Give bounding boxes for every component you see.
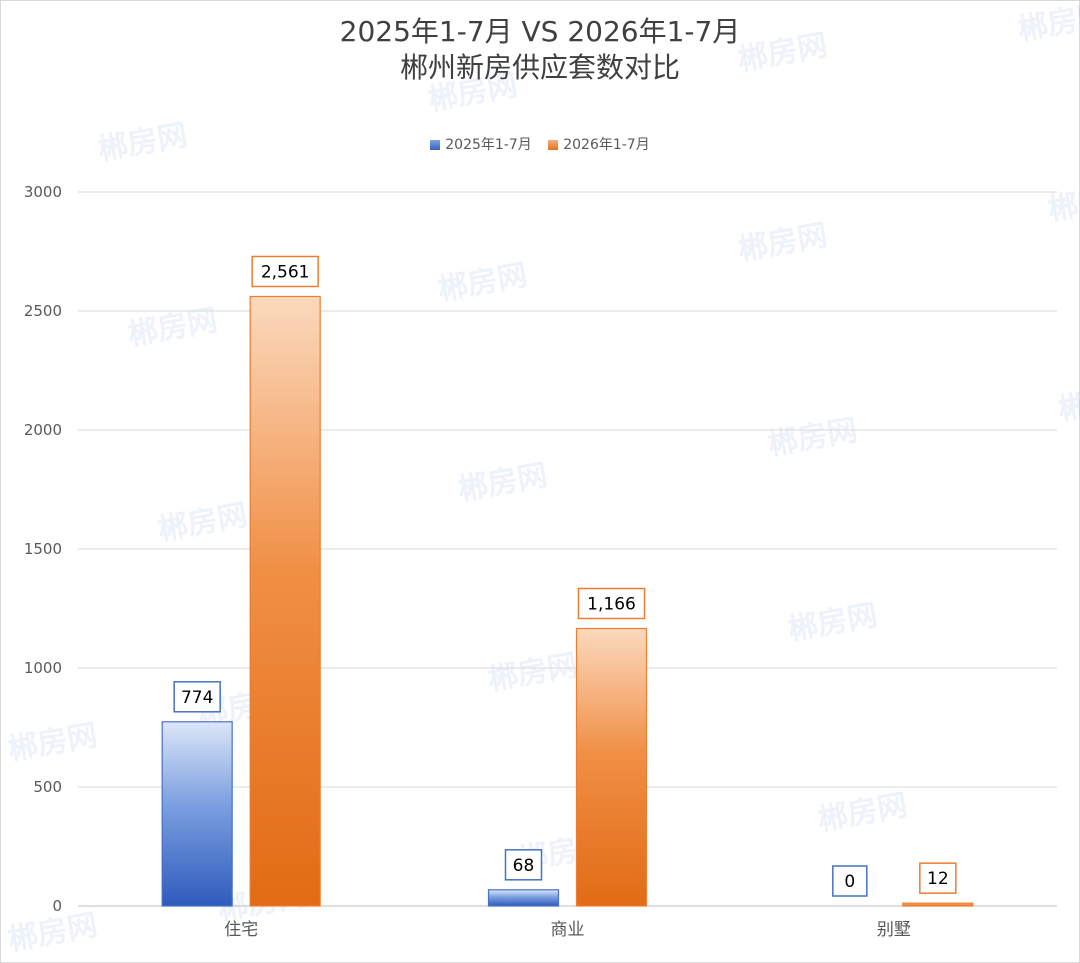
legend-item-2025: 2025年1-7月 — [430, 134, 532, 154]
watermark-text: 郴房网 — [1055, 378, 1080, 428]
gridlines — [78, 191, 1057, 907]
y-tick-label: 1000 — [24, 659, 62, 677]
watermark-text: 郴房网 — [735, 28, 830, 78]
watermark-text: 郴房网 — [785, 598, 880, 648]
watermark-text: 郴房网 — [735, 218, 830, 268]
watermark-text: 郴房网 — [435, 258, 530, 308]
data-label-box — [251, 255, 319, 288]
data-label-box — [919, 862, 957, 894]
watermark-text: 郴房网 — [815, 788, 910, 838]
watermark-text: 郴房网 — [455, 458, 550, 508]
y-tick-label: 0 — [52, 897, 62, 915]
chart-title: 2025年1-7月 VS 2026年1-7月 郴州新房供应套数对比 — [0, 14, 1080, 86]
bar — [161, 721, 233, 907]
legend: 2025年1-7月 2026年1-7月 — [0, 134, 1080, 154]
data-label: 12 — [927, 869, 949, 889]
x-axis: 住宅 商业 别墅 — [224, 920, 911, 940]
watermark-text: 郴房网 — [5, 718, 100, 768]
x-category-label: 住宅 — [224, 920, 258, 940]
legend-label-2025: 2025年1-7月 — [445, 137, 532, 153]
y-tick-label: 3000 — [24, 183, 62, 201]
chart-title-line1: 2025年1-7月 VS 2026年1-7月 — [339, 15, 741, 48]
watermark-text: 郴房网 — [5, 908, 100, 958]
data-label: 0 — [844, 872, 855, 892]
legend-swatch-2026 — [548, 140, 559, 150]
legend-item-2026: 2026年1-7月 — [548, 134, 650, 154]
y-tick-label: 2000 — [24, 421, 62, 439]
data-labels: 774 2,561 68 1,166 0 12 — [173, 255, 957, 897]
x-category-label: 别墅 — [877, 920, 911, 940]
watermark-text: 郴房网 — [425, 68, 520, 118]
data-label: 2,561 — [261, 262, 310, 282]
watermark-text: 郴房网 — [485, 648, 580, 698]
watermark-text: 郴房网 — [125, 303, 220, 353]
data-label-box — [173, 681, 221, 713]
y-tick-label: 1500 — [24, 540, 62, 558]
data-label-box — [832, 865, 868, 897]
watermark-text: 郴房网 — [1015, 0, 1080, 48]
legend-label-2026: 2026年1-7月 — [563, 137, 650, 153]
data-label-box — [504, 849, 543, 881]
data-label-box — [577, 587, 646, 620]
bar — [487, 889, 560, 907]
legend-swatch-2025 — [430, 140, 441, 150]
y-tick-label: 2500 — [24, 302, 62, 320]
y-tick-label: 500 — [33, 778, 62, 796]
bar — [575, 627, 648, 907]
x-category-label: 商业 — [551, 920, 585, 940]
watermark-text: 郴房网 — [155, 498, 250, 548]
chart-title-line2: 郴州新房供应套数对比 — [399, 51, 680, 84]
data-label: 774 — [181, 688, 213, 708]
bars — [161, 295, 974, 907]
y-axis: 0 500 1000 1500 2000 2500 3000 — [24, 183, 62, 915]
watermark-text: 郴房网 — [95, 118, 190, 168]
bar — [902, 902, 974, 907]
watermark-text: 郴房网 — [1045, 178, 1080, 228]
watermark-text: 郴房网 — [765, 413, 860, 463]
bar — [249, 295, 321, 907]
data-label: 1,166 — [587, 594, 636, 614]
data-label: 68 — [513, 856, 535, 876]
